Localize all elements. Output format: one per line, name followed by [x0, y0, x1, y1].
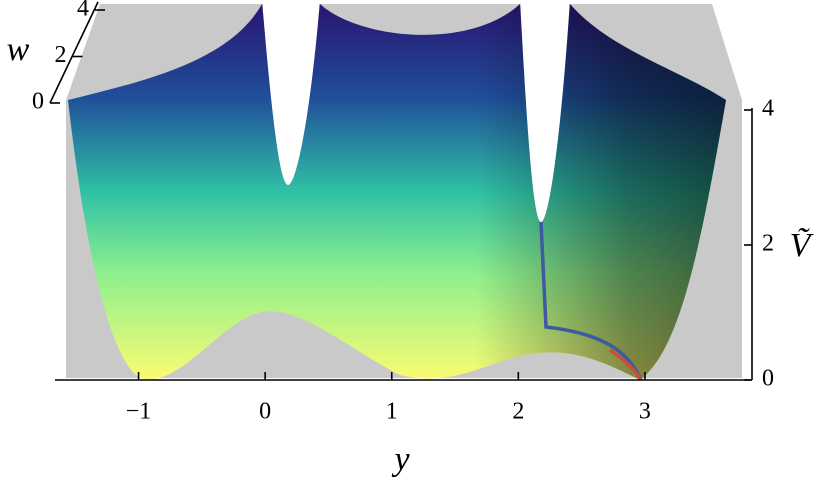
x-tick-label: 3	[639, 399, 651, 425]
gap	[520, 0, 570, 222]
w-axis-label: w	[7, 31, 30, 68]
w-tick-label: 4	[77, 0, 89, 22]
x-tick-label: −1	[126, 399, 152, 425]
v-tick-label: 2	[762, 231, 774, 257]
trajectory-end	[609, 348, 643, 381]
w-axis	[49, 1, 99, 104]
v-tick-label: 4	[762, 96, 774, 122]
gap	[262, 0, 320, 185]
v-tick-label: 0	[762, 366, 774, 392]
x-tick-label: 0	[259, 399, 271, 425]
w-tick-label: 2	[55, 42, 67, 68]
v-axis-label: Ṽ	[790, 227, 815, 264]
x-axis-label: y	[391, 441, 410, 478]
w-tick-label: 0	[32, 89, 44, 115]
x-tick-label: 2	[512, 399, 524, 425]
x-tick-label: 1	[386, 399, 398, 425]
surface-plot	[66, 0, 742, 381]
